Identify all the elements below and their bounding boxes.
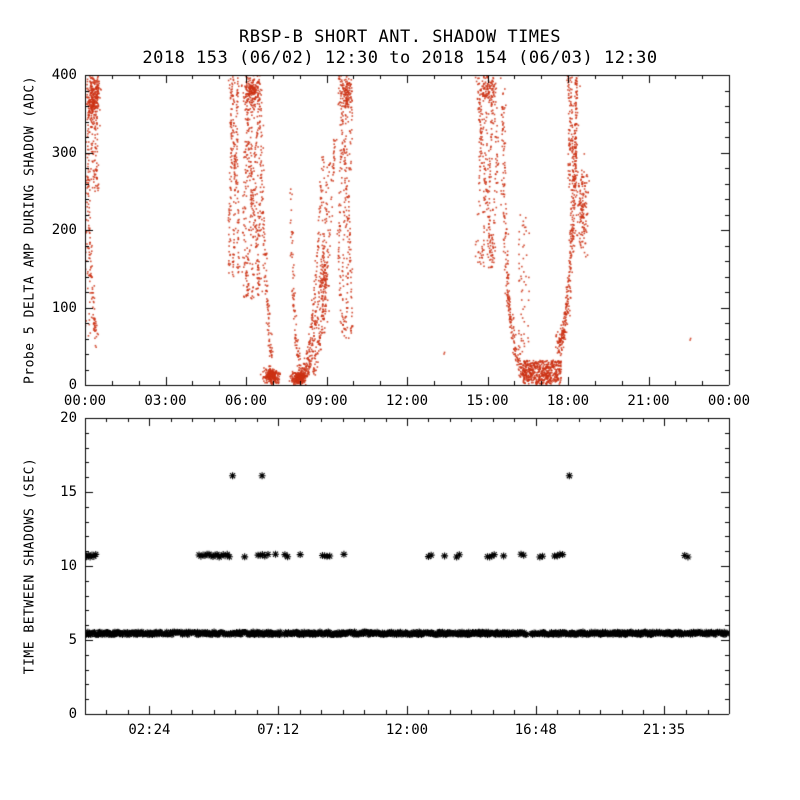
bottom-x-tick-label: 02:24 xyxy=(128,722,171,738)
top-y-tick-label: 300 xyxy=(51,144,77,161)
bottom-x-tick-label: 07:12 xyxy=(257,722,300,738)
top-x-tick-label: 09:00 xyxy=(305,393,348,409)
bottom-y-tick-label: 0 xyxy=(68,706,77,722)
bottom-y-tick-label: 5 xyxy=(68,632,77,648)
top-y-tick-label: 100 xyxy=(51,299,77,316)
top-y-tick-label: 200 xyxy=(51,222,77,238)
top-x-tick-label: 12:00 xyxy=(385,393,429,409)
bottom-x-tick-label: 16:48 xyxy=(514,722,557,738)
top-x-tick-label: 00:00 xyxy=(63,393,107,409)
chart-title: RBSP-B SHORT ANT. SHADOW TIMES xyxy=(238,27,562,47)
bottom-y-tick-label: 15 xyxy=(60,484,77,500)
top-x-tick-label: 18:00 xyxy=(546,393,590,409)
bottom-x-tick-label: 21:35 xyxy=(642,722,686,738)
bottom-y-tick-label: 20 xyxy=(60,410,77,426)
bottom-x-tick-label: 12:00 xyxy=(385,722,429,738)
top-y-tick-label: 400 xyxy=(51,67,77,83)
top-x-tick-label: 00:00 xyxy=(707,393,751,409)
bottom-y-tick-label: 10 xyxy=(60,558,77,574)
top-x-tick-label: 03:00 xyxy=(144,393,187,409)
top-x-tick-label: 06:00 xyxy=(224,393,268,409)
top-x-tick-label: 15:00 xyxy=(466,393,509,409)
top-y-tick-label: 0 xyxy=(68,377,77,393)
top-x-tick-label: 21:00 xyxy=(627,393,670,409)
chart-subtitle: 2018 153 (06/02) 12:30 to 2018 154 (06/0… xyxy=(142,48,658,68)
